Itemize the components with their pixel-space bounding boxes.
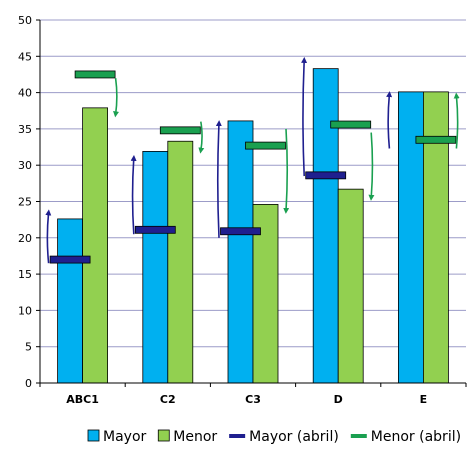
change-arrow-mayor [301, 56, 308, 177]
change-arrow-menor [113, 77, 119, 118]
legend-swatch [350, 434, 367, 438]
legend-item-menor-abril-: Menor (abril) [350, 429, 461, 445]
marker-mayor-abril- [220, 227, 261, 236]
legend-item-mayor-abril-: Mayor (abril) [229, 429, 339, 445]
change-arrow-menor [198, 121, 205, 154]
bar-mayor [227, 120, 254, 384]
marker-mayor-abril- [49, 255, 91, 264]
bar-mayor [312, 68, 339, 384]
legend-label: Mayor [103, 429, 147, 445]
bar-mayor [397, 91, 424, 384]
change-arrow-mayor [215, 120, 222, 238]
change-arrow-menor [283, 128, 290, 214]
marker-menor-abril- [415, 135, 457, 144]
marker-menor-abril- [159, 126, 201, 135]
bar-menor [167, 140, 194, 384]
legend-label: Menor (abril) [371, 429, 461, 445]
bar-menor [82, 107, 108, 384]
x-tick-label: ABC1 [66, 393, 99, 406]
marker-mayor-abril- [134, 225, 176, 234]
x-tick-label: C2 [160, 393, 176, 406]
y-tick-label: 35 [18, 123, 32, 136]
legend-swatch [229, 434, 246, 438]
change-arrow-mayor [386, 91, 393, 149]
marker-menor-abril- [74, 70, 116, 79]
y-tick-label: 40 [18, 87, 32, 100]
y-tick-label: 20 [18, 232, 32, 245]
y-tick-label: 5 [25, 341, 32, 354]
april-markers [49, 70, 457, 264]
y-tick-label: 0 [25, 377, 32, 390]
marker-menor-abril- [245, 141, 286, 150]
marker-menor-abril- [330, 120, 372, 129]
change-arrow-mayor [45, 209, 52, 264]
x-tick-label: E [420, 393, 428, 406]
y-tick-label: 45 [18, 50, 32, 63]
y-tick-label: 30 [18, 159, 32, 172]
legend-item-mayor: Mayor [87, 429, 147, 445]
x-tick-label: C3 [245, 393, 261, 406]
change-arrow-mayor [130, 154, 137, 235]
bar-mayor [142, 151, 169, 384]
y-tick-label: 15 [18, 268, 32, 281]
change-arrows [45, 56, 460, 264]
change-arrow-menor [368, 132, 375, 201]
y-tick-label: 25 [18, 196, 32, 209]
y-tick-label: 50 [18, 14, 32, 27]
legend-label: Mayor (abril) [249, 429, 339, 445]
axes: 0 5 10 15 20 25 30 35 40 45 50 ABC1 C2 C3 D E [18, 14, 467, 406]
bar-menor [422, 91, 449, 384]
bar-mayor [57, 218, 83, 384]
marker-mayor-abril- [305, 171, 347, 180]
legend-swatch [87, 429, 100, 442]
legend-swatch [157, 429, 170, 442]
y-tick-label: 10 [18, 304, 32, 317]
legend-item-menor: Menor [157, 429, 217, 445]
change-arrow-menor [453, 92, 460, 149]
bars [57, 68, 449, 384]
legend: Mayor Menor Mayor (abril) Menor (abril) [87, 429, 461, 445]
bar-menor [337, 188, 364, 384]
legend-label: Menor [173, 429, 217, 445]
x-tick-label: D [334, 393, 343, 406]
